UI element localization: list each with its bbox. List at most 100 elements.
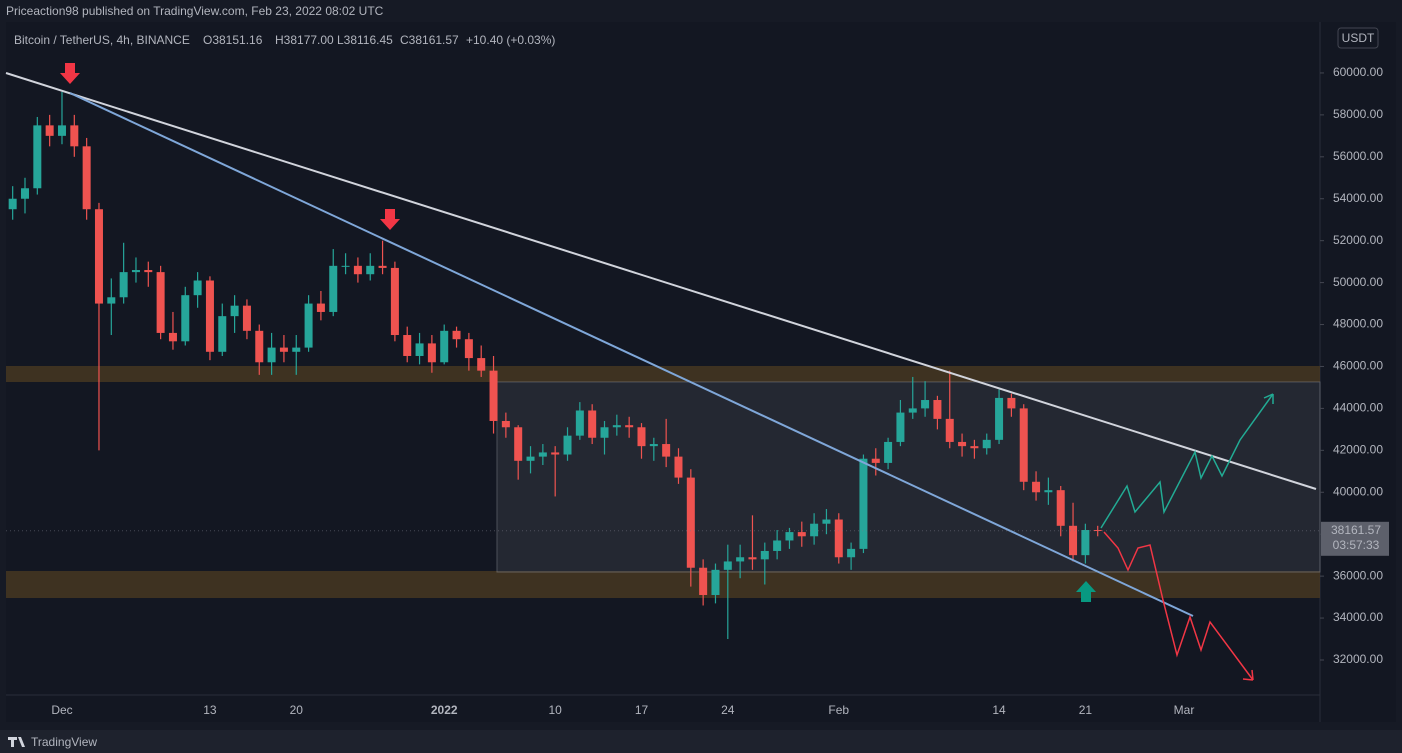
candle-body [810,523,819,537]
symbol: Bitcoin / TetherUS, 4h, BINANCE [14,33,190,47]
logo [8,737,25,747]
y-tick-label: 36000.00 [1333,568,1383,582]
candle-body [403,335,412,356]
candle-body [785,532,794,541]
candle-body [390,267,399,336]
candle-body [575,410,584,436]
bull-path [1100,393,1274,529]
candle-body [1081,529,1090,556]
candle-body [45,125,54,136]
price-axis [1320,22,1396,722]
candle-body [8,198,17,210]
brand: TradingView [31,735,97,749]
support-zone [6,571,1320,598]
candle-body [945,418,954,442]
down-arrow [380,209,400,230]
y-tick-label: 50000.00 [1333,275,1383,289]
candle-body [1069,525,1078,556]
candle-body [107,297,116,304]
candle-body [144,270,153,273]
candle-body [514,427,523,461]
candle-body [292,347,301,352]
candle-body [304,303,313,348]
candle-body [526,456,535,461]
candle-body [970,446,979,449]
candle-body [933,400,942,419]
range-box [496,381,1321,573]
candle-body [477,358,486,371]
candle-body [156,272,165,333]
candle-body [797,532,806,537]
candle-body [958,441,967,447]
candle-body [1044,490,1053,493]
candle-body [1056,490,1065,526]
candle-body [489,370,498,421]
candle-body [464,339,473,359]
candle-body [378,265,387,268]
x-tick-label: 17 [635,703,649,717]
y-tick-label: 32000.00 [1333,652,1383,666]
candle-body [267,347,276,363]
up-arrow [1076,581,1096,602]
candle-body [57,125,66,136]
candle-body [82,146,91,210]
y-tick-label: 58000.00 [1333,107,1383,121]
candle-body [94,209,103,304]
candle-body [551,452,560,455]
candle-body [353,265,362,275]
trendline [5,72,1317,490]
y-tick-label: 40000.00 [1333,484,1383,498]
currency[interactable]: USDT [1342,31,1375,45]
x-tick-label: Feb [828,703,849,717]
candle-body [255,330,264,363]
candle-body [329,265,338,312]
currency-box[interactable] [1337,27,1379,49]
bear-path [1103,531,1254,681]
down-arrow [60,63,80,84]
x-tick-label: 20 [290,703,304,717]
x-tick-label: 10 [549,703,563,717]
time-axis [6,695,1320,722]
x-tick-label: Dec [51,703,72,717]
candle-body [20,188,29,199]
ohlc-low: L38116.45 [337,33,393,47]
candle-body [131,270,140,273]
candle-body [637,427,646,447]
footer [0,730,1402,753]
candle-body [1007,397,1016,409]
candle-body [847,548,856,558]
y-tick-label: 44000.00 [1333,401,1383,415]
x-tick-label: 14 [992,703,1006,717]
candle-body [896,412,905,442]
candle-body [686,477,695,568]
candle-body [625,425,634,428]
candle-body [181,295,190,342]
candle-body [600,427,609,438]
ohlc-close: C38161.57 [400,33,459,47]
candle-body [612,425,621,428]
y-tick-label: 54000.00 [1333,191,1383,205]
candle-body [538,452,547,457]
candle-body [773,540,782,551]
candle-body [699,567,708,595]
last-price-label: 38161.57 [1331,523,1381,537]
candle-body [563,435,572,455]
trendline [69,92,1194,617]
candle-body [908,408,917,413]
y-tick-label: 48000.00 [1333,317,1383,331]
arrow-head [1263,393,1274,404]
candle-body [70,125,79,147]
candle-body [723,561,732,570]
candle-body [859,458,868,549]
y-tick-label: 34000.00 [1333,610,1383,624]
candle-body [341,265,350,267]
candle-body [736,557,745,562]
candle-body [871,458,880,463]
publisher: Priceaction98 published on TradingView.c… [6,4,384,18]
candle-body [995,397,1004,440]
last-price: 60000.00 58000.00 56000.00 54000.00 52000.00… [1320,65,1389,666]
candle-body [119,272,128,298]
candle-body [33,125,42,189]
